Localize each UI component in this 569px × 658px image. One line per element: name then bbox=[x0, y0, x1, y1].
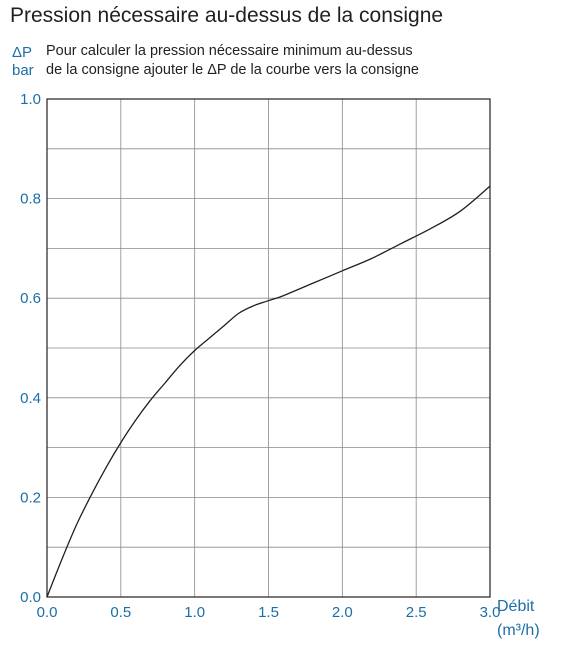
chart-note-line-2: de la consigne ajouter le ΔP de la courb… bbox=[46, 62, 419, 78]
x-tick-label: 1.5 bbox=[258, 604, 279, 621]
x-axis-label: Débit bbox=[497, 598, 535, 615]
chart-note-line-1: Pour calculer la pression nécessaire min… bbox=[46, 43, 413, 59]
x-axis-unit: (m³/h) bbox=[497, 622, 540, 639]
x-tick-label: 3.0 bbox=[480, 604, 501, 621]
x-tick-label: 1.0 bbox=[184, 604, 205, 621]
plot-frame bbox=[46, 98, 491, 598]
tick-labels: 0.0 0.5 1.0 1.5 2.0 2.5 3.0 0.0 0.2 0.4 0.6 0.8 1.0 bbox=[20, 91, 500, 621]
y-tick-label: 0.2 bbox=[20, 489, 41, 506]
y-tick-label: 0.0 bbox=[20, 589, 41, 606]
series-line bbox=[46, 185, 491, 598]
chart-title: Pression nécessaire au-dessus de la cons… bbox=[10, 4, 444, 27]
y-tick-label: 0.6 bbox=[20, 290, 41, 307]
x-tick-label: 0.0 bbox=[37, 604, 58, 621]
y-tick-label: 1.0 bbox=[20, 91, 41, 108]
x-tick-label: 2.5 bbox=[406, 604, 427, 621]
y-axis-unit: bar bbox=[12, 62, 34, 79]
y-tick-label: 0.4 bbox=[20, 390, 41, 407]
grid bbox=[46, 99, 491, 597]
x-tick-label: 0.5 bbox=[110, 604, 131, 621]
y-axis-symbol: ΔP bbox=[12, 44, 33, 61]
y-tick-label: 0.8 bbox=[20, 191, 41, 208]
x-tick-label: 2.0 bbox=[332, 604, 353, 621]
